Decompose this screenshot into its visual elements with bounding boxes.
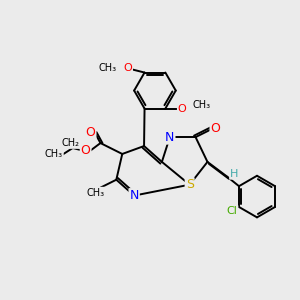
- Text: N: N: [130, 189, 139, 202]
- Text: O: O: [81, 143, 91, 157]
- Text: O: O: [123, 63, 132, 73]
- Text: CH₂: CH₂: [62, 138, 80, 148]
- Text: CH₃: CH₃: [193, 100, 211, 110]
- Text: O: O: [211, 122, 220, 135]
- Text: O: O: [178, 103, 187, 114]
- Text: CH₃: CH₃: [45, 149, 63, 159]
- Text: O: O: [85, 126, 95, 139]
- Text: Cl: Cl: [226, 206, 238, 216]
- Text: S: S: [186, 178, 194, 191]
- Text: CH₃: CH₃: [86, 188, 105, 198]
- Text: H: H: [230, 169, 238, 179]
- Text: CH₃: CH₃: [99, 63, 117, 73]
- Text: N: N: [165, 130, 175, 144]
